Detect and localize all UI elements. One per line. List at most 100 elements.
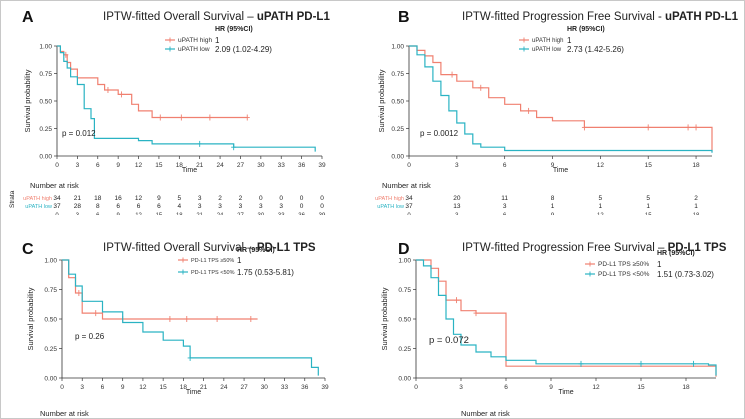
x-tick-label: 21 bbox=[200, 384, 208, 391]
x-tick-label: 33 bbox=[281, 384, 289, 391]
risk-x-tick-label: 18 bbox=[693, 213, 700, 215]
risk-x-tick-label: 39 bbox=[319, 213, 326, 215]
risk-table-title: Number at risk bbox=[461, 409, 510, 418]
panel-letter: D bbox=[398, 241, 410, 258]
risk-x-tick-label: 18 bbox=[176, 213, 183, 215]
risk-count: 1 bbox=[599, 203, 603, 210]
risk-count: 4 bbox=[177, 203, 181, 210]
legend-label: uPATH low bbox=[532, 47, 562, 53]
risk-table-title: Number at risk bbox=[382, 181, 431, 190]
risk-row-label: uPATH high bbox=[375, 196, 404, 202]
y-axis-label: Survival probability bbox=[23, 69, 32, 132]
title-bold-text: PD-L1 TPS bbox=[256, 242, 316, 254]
title-bold-text: uPATH PD-L1 bbox=[665, 11, 739, 23]
y-tick-label: 0.75 bbox=[39, 71, 52, 78]
risk-count: 11 bbox=[501, 195, 508, 202]
risk-x-tick-label: 30 bbox=[258, 213, 265, 215]
x-axis-label: Time bbox=[182, 167, 197, 174]
x-axis-label: Time bbox=[558, 389, 573, 396]
risk-count: 2 bbox=[239, 195, 243, 202]
risk-count: 21 bbox=[74, 195, 82, 202]
hr-header: HR (95%CI) bbox=[657, 250, 695, 257]
x-tick-label: 12 bbox=[139, 384, 147, 391]
risk-row-label: uPATH low bbox=[25, 204, 52, 210]
x-tick-label: 0 bbox=[407, 162, 411, 169]
km-chart-d: 0.00 0.25 0.50 0.75 1.00 0 3 6 9 12 15 18 Time Surviv… bbox=[380, 250, 717, 418]
hr-header: HR (95%CI) bbox=[237, 247, 275, 254]
x-tick-label: 36 bbox=[301, 384, 309, 391]
risk-count: 34 bbox=[405, 195, 413, 202]
risk-count: 20 bbox=[453, 195, 461, 202]
risk-count: 2 bbox=[218, 195, 222, 202]
x-tick-label: 3 bbox=[76, 162, 80, 169]
x-tick-label: 0 bbox=[55, 162, 59, 169]
y-tick-label: 0.50 bbox=[39, 98, 52, 105]
risk-x-tick-label: 9 bbox=[116, 213, 120, 215]
risk-x-tick-label: 6 bbox=[503, 213, 507, 215]
legend-label: uPATH high bbox=[532, 38, 563, 44]
x-tick-label: 18 bbox=[180, 384, 188, 391]
hr-header: HR (95%CI) bbox=[567, 26, 605, 33]
panel-letter: C bbox=[22, 241, 34, 258]
x-tick-label: 39 bbox=[318, 162, 326, 169]
hr-value: 2.73 (1.42-5.26) bbox=[567, 45, 624, 54]
legend-label: uPATH high bbox=[178, 37, 212, 44]
y-axis-label: Survival probability bbox=[377, 69, 386, 132]
x-tick-label: 33 bbox=[278, 162, 286, 169]
risk-x-tick-label: 15 bbox=[645, 213, 652, 215]
legend-label: PD-L1 TPS ≥50% bbox=[191, 258, 234, 264]
x-tick-label: 30 bbox=[261, 384, 269, 391]
risk-count: 16 bbox=[115, 195, 123, 202]
risk-count: 28 bbox=[74, 203, 82, 210]
x-tick-label: 18 bbox=[682, 384, 690, 391]
x-tick-label: 9 bbox=[116, 162, 120, 169]
y-tick-label: 0.50 bbox=[398, 316, 411, 323]
panel-title: IPTW-fitted Overall Survival – uPATH PD-… bbox=[103, 11, 330, 23]
risk-count: 3 bbox=[198, 195, 202, 202]
risk-count: 0 bbox=[320, 195, 324, 202]
risk-count: 12 bbox=[135, 195, 143, 202]
legend-label: uPATH low bbox=[178, 46, 210, 53]
panel-title: IPTW-fitted Progression Free Survival - … bbox=[462, 11, 738, 23]
survival-curve-high bbox=[57, 45, 248, 119]
risk-count: 3 bbox=[239, 203, 243, 210]
x-tick-label: 15 bbox=[160, 384, 168, 391]
y-tick-label: 1.00 bbox=[398, 257, 411, 264]
risk-count: 34 bbox=[53, 195, 61, 202]
risk-x-tick-label: 36 bbox=[298, 213, 305, 215]
hr-value: 1 bbox=[237, 256, 242, 265]
y-tick-label: 0.25 bbox=[44, 346, 57, 353]
x-tick-label: 6 bbox=[503, 162, 507, 169]
hr-value: 1.75 (0.53-5.81) bbox=[237, 268, 294, 277]
x-tick-label: 3 bbox=[455, 162, 459, 169]
panel-letter: A bbox=[22, 9, 34, 26]
risk-count: 37 bbox=[405, 203, 413, 210]
y-tick-label: 0.00 bbox=[44, 375, 57, 382]
x-tick-label: 0 bbox=[60, 384, 64, 391]
x-tick-label: 15 bbox=[155, 162, 163, 169]
y-tick-label: 0.00 bbox=[398, 375, 411, 382]
hr-value: 1.51 (0.73-3.02) bbox=[657, 270, 714, 279]
y-axis-label: Survival probability bbox=[380, 287, 389, 350]
risk-count: 5 bbox=[646, 195, 650, 202]
y-tick-label: 0.75 bbox=[391, 71, 404, 78]
risk-count: 1 bbox=[694, 203, 698, 210]
x-tick-label: 24 bbox=[216, 162, 224, 169]
risk-x-tick-label: 21 bbox=[196, 213, 203, 215]
survival-curve-high bbox=[416, 259, 717, 377]
x-tick-label: 9 bbox=[121, 384, 125, 391]
survival-curve-high bbox=[409, 45, 713, 152]
strata-label: Strata bbox=[9, 190, 16, 208]
x-tick-label: 27 bbox=[237, 162, 245, 169]
y-tick-label: 1.00 bbox=[44, 257, 57, 264]
x-tick-label: 21 bbox=[196, 162, 204, 169]
x-tick-label: 18 bbox=[176, 162, 184, 169]
legend-label: PD-L1 TPS <50% bbox=[191, 270, 235, 276]
title-text: IPTW-fitted Overall Survival – bbox=[103, 242, 257, 254]
p-value: p = 0.072 bbox=[429, 335, 469, 346]
x-tick-label: 18 bbox=[692, 162, 700, 169]
y-tick-label: 0.75 bbox=[44, 287, 57, 294]
x-tick-label: 27 bbox=[240, 384, 248, 391]
y-tick-label: 0.00 bbox=[39, 153, 52, 160]
survival-curve-low bbox=[416, 259, 717, 376]
